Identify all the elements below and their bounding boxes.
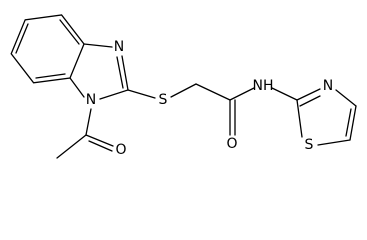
atom-label: O [115, 142, 126, 158]
molecule-diagram: N N S O O NH N S [10, 14, 357, 159]
imidazole-ring [69, 43, 129, 100]
acetyl-group [56, 108, 114, 159]
atom-label: S [159, 92, 168, 108]
atom-label: N [114, 39, 124, 55]
atom-label: N [323, 78, 333, 94]
atom-label: NH [253, 78, 274, 94]
atom-label: N [86, 92, 96, 108]
benzene-ring [10, 14, 85, 84]
atom-label: S [305, 137, 314, 153]
thiazole-ring [296, 88, 357, 146]
atom-label: O [226, 136, 237, 152]
linker-chain [127, 83, 298, 136]
